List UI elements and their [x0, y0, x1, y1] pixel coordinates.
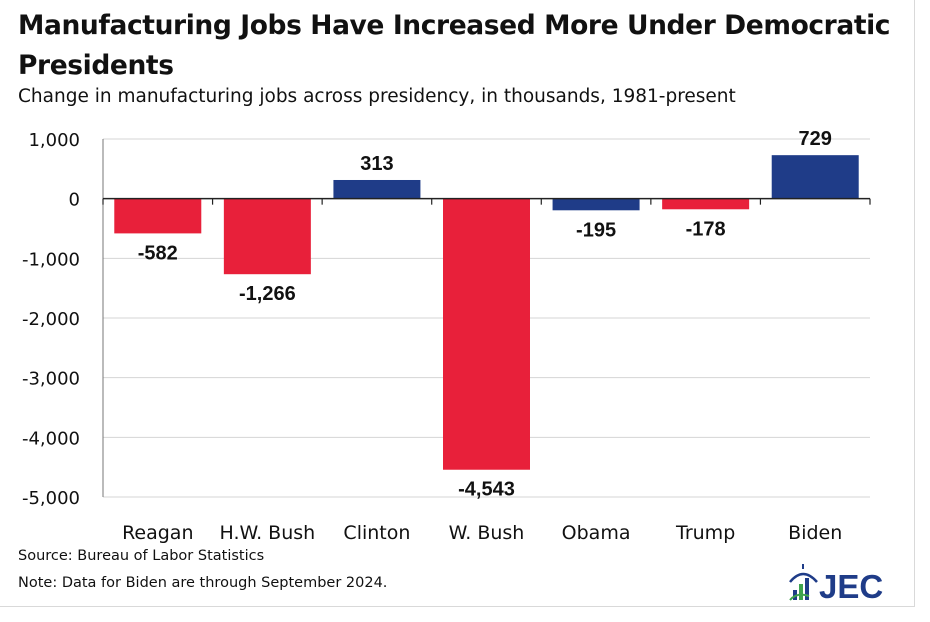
x-category-label: H.W. Bush: [220, 522, 316, 544]
y-tick-label: -5,000: [22, 488, 80, 509]
x-category-label: Obama: [562, 522, 631, 544]
bar-reagan: [114, 198, 202, 234]
y-tick-label: -4,000: [22, 428, 80, 449]
y-tick-label: -1,000: [22, 249, 80, 270]
data-note: Note: Data for Biden are through Septemb…: [18, 575, 388, 591]
source-note: Source: Bureau of Labor Statistics: [18, 548, 265, 564]
x-category-label: W. Bush: [449, 522, 525, 544]
data-label: -582: [138, 242, 178, 264]
data-label: -178: [686, 218, 726, 240]
bar-obama: [552, 198, 640, 211]
data-label: 313: [360, 153, 393, 175]
chart-frame: [0, 0, 915, 607]
x-category-label: Reagan: [122, 522, 193, 544]
x-category-label: Trump: [675, 522, 735, 544]
bar-chart: 1,000 0 -1,000 -2,000 -3,000 -4,000 -5,000 -582…: [22, 128, 871, 544]
y-tick-label: 1,000: [28, 130, 80, 151]
jec-logo: JEC: [789, 564, 883, 602]
bar-h-w-bush: [223, 198, 311, 275]
y-tick-label: -3,000: [22, 369, 80, 390]
data-label: 729: [799, 128, 832, 150]
data-label: -4,543: [458, 479, 515, 501]
y-tick-label: -2,000: [22, 309, 80, 330]
bar-clinton: [333, 179, 421, 199]
x-category-label: Biden: [788, 522, 842, 544]
bar-w-bush: [443, 198, 530, 470]
bar-trump: [662, 198, 750, 210]
data-label: -1,266: [239, 283, 296, 305]
x-category-label: Clinton: [343, 522, 410, 544]
chart-subtitle: Change in manufacturing jobs across pres…: [18, 86, 736, 107]
bar-biden: [771, 155, 859, 199]
logo-text: JEC: [819, 568, 883, 602]
chart-title: Manufacturing Jobs Have Increased More U…: [18, 10, 891, 81]
y-tick-label: 0: [69, 190, 80, 211]
capitol-dome-icon: [789, 564, 818, 601]
data-label: -195: [576, 219, 616, 241]
